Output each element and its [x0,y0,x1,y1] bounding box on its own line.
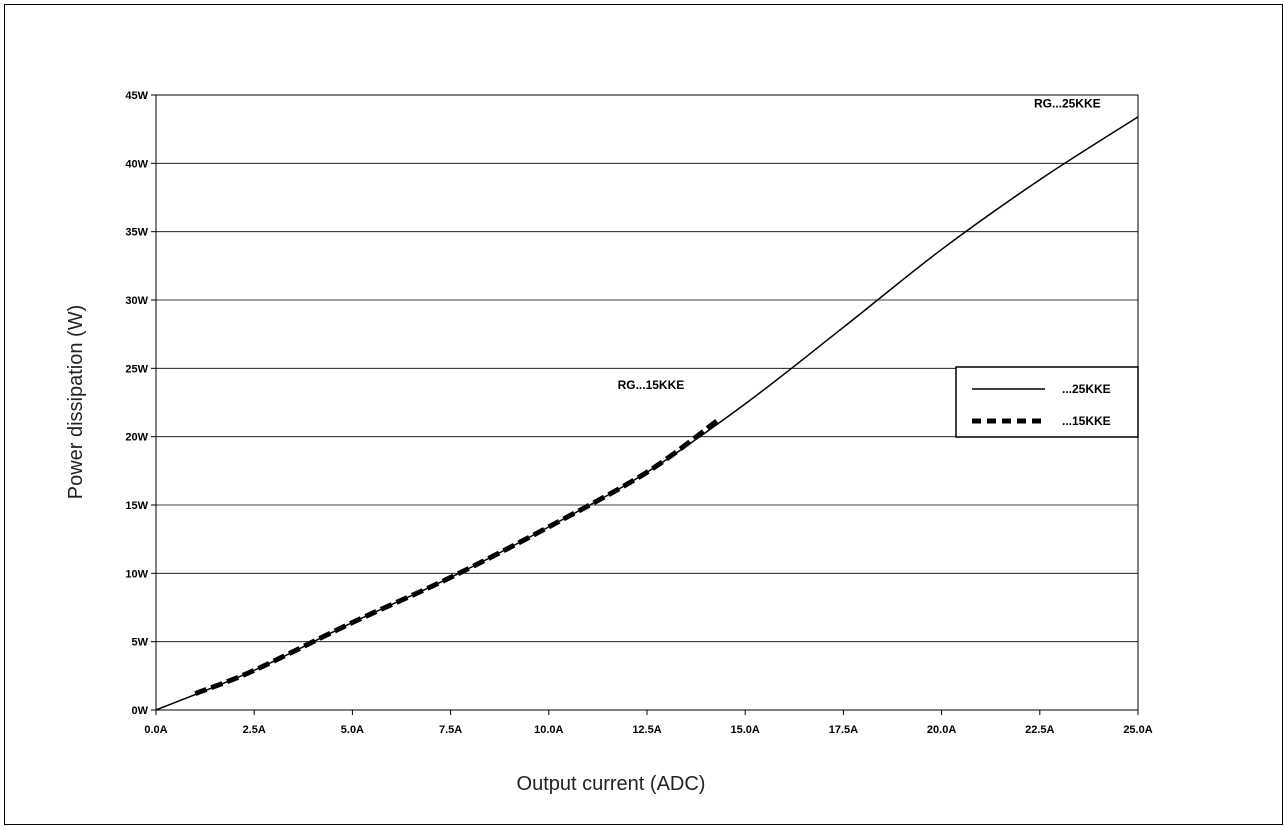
y-tick-label: 5W [132,637,149,649]
y-tick-label: 0W [132,705,149,717]
grid-lines [156,162,1138,643]
x-tick-label: 7.5A [439,724,462,736]
y-tick-label: 30W [125,295,148,307]
x-tick-label: 22.5A [1025,724,1054,736]
legend-label-25kke: ...25KKE [1062,382,1111,396]
x-tick-label: 0.0A [144,724,167,736]
y-tick-label: 20W [125,432,148,444]
series-lines [155,116,1139,711]
legend: ...25KKE ...15KKE [955,366,1139,438]
x-axis-title: Output current (ADC) [517,773,706,795]
x-tick-label: 20.0A [927,724,956,736]
y-axis-title: Power dissipation (W) [65,305,87,500]
series-line-15kke [194,418,720,696]
y-tick-label: 40W [125,158,148,170]
x-tick-label: 12.5A [632,724,661,736]
y-tick-label: 25W [125,363,148,375]
y-tick-label: 35W [125,227,148,239]
legend-box [955,366,1139,438]
legend-label-15kke: ...15KKE [1062,414,1111,428]
y-tick-label: 15W [125,500,148,512]
x-tick-label: 25.0A [1123,724,1152,736]
annotations: RG...25KKE RG...15KKE [618,96,1101,392]
x-tick-label: 17.5A [829,724,858,736]
axis-ticks: 0W 5W 10W 15W 20W 25W 30W 35W 40W 45W 0.0A 2.5A 5.0A… [125,90,1152,736]
y-tick-label: 45W [125,90,148,102]
annotation-label: RG...15KKE [618,378,685,392]
x-tick-label: 15.0A [731,724,760,736]
y-tick-label: 10W [125,568,148,580]
x-tick-label: 2.5A [243,724,266,736]
x-tick-label: 5.0A [341,724,364,736]
x-tick-label: 10.0A [534,724,563,736]
annotation-label: RG...25KKE [1034,96,1101,110]
